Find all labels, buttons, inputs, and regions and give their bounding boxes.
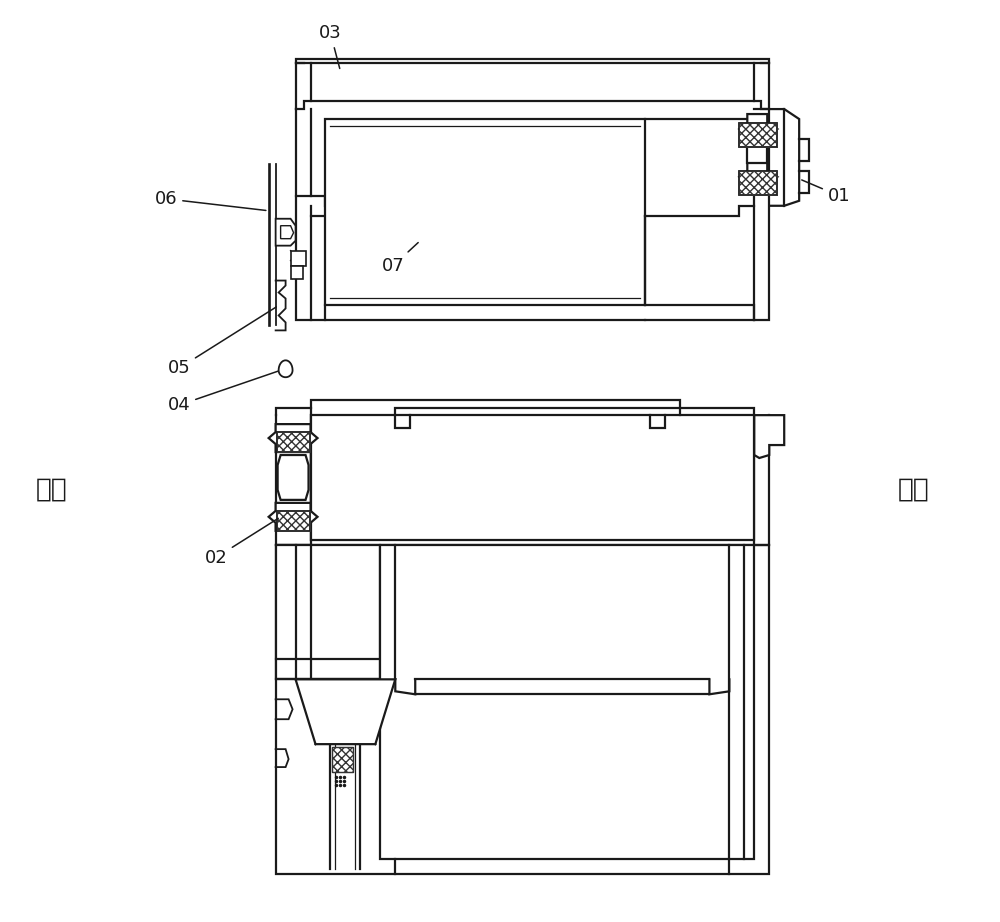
Polygon shape bbox=[276, 219, 296, 245]
Polygon shape bbox=[291, 251, 306, 266]
Polygon shape bbox=[332, 747, 353, 772]
Text: 室外: 室外 bbox=[35, 477, 67, 502]
Polygon shape bbox=[739, 163, 777, 193]
Polygon shape bbox=[277, 432, 310, 452]
Text: 06: 06 bbox=[155, 190, 266, 210]
Text: 04: 04 bbox=[168, 372, 278, 414]
Polygon shape bbox=[311, 415, 754, 539]
Text: 02: 02 bbox=[204, 518, 278, 567]
Text: 03: 03 bbox=[319, 24, 342, 68]
Polygon shape bbox=[277, 511, 310, 531]
Polygon shape bbox=[747, 143, 767, 163]
Text: 室内: 室内 bbox=[898, 477, 930, 502]
Polygon shape bbox=[296, 680, 395, 744]
Polygon shape bbox=[269, 424, 318, 452]
Polygon shape bbox=[276, 545, 380, 680]
Text: 07: 07 bbox=[382, 242, 418, 275]
Polygon shape bbox=[291, 266, 303, 278]
Polygon shape bbox=[380, 545, 754, 858]
Polygon shape bbox=[325, 119, 645, 305]
Polygon shape bbox=[739, 114, 777, 143]
Text: 05: 05 bbox=[168, 307, 276, 377]
Polygon shape bbox=[281, 226, 294, 239]
Polygon shape bbox=[754, 415, 784, 458]
Polygon shape bbox=[739, 171, 777, 195]
Polygon shape bbox=[278, 455, 309, 500]
Polygon shape bbox=[739, 123, 777, 147]
Polygon shape bbox=[269, 502, 318, 531]
Text: 01: 01 bbox=[802, 180, 850, 205]
